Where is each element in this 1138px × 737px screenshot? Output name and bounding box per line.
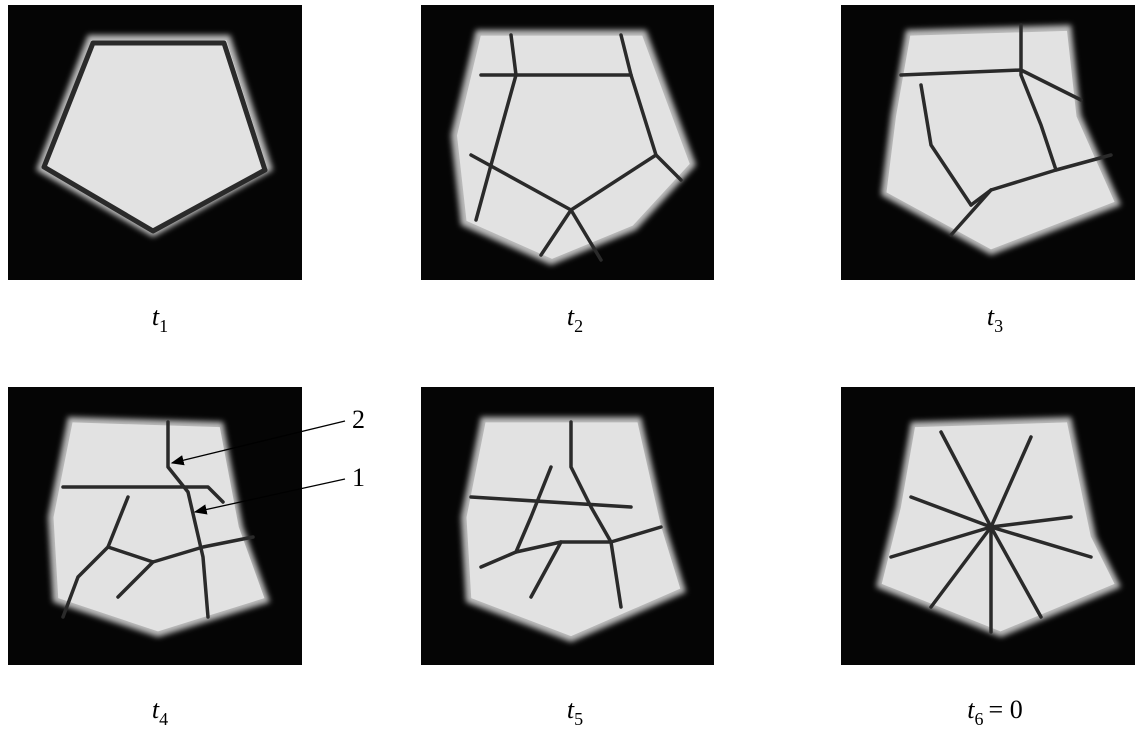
label-subscript: 6 <box>975 709 984 729</box>
label-suffix: = 0 <box>989 695 1023 724</box>
annotation-label: 2 <box>352 405 365 434</box>
label-subscript: 3 <box>994 316 1003 336</box>
panel-label: t6= 0 <box>967 695 1022 729</box>
panel-label: t4 <box>152 695 168 729</box>
figure: t1 t2 t3 t4 t5 t6= 0 2 1 <box>0 0 1138 737</box>
panel-label: t2 <box>567 302 583 336</box>
label-subscript: 1 <box>159 316 168 336</box>
label-subscript: 2 <box>574 316 583 336</box>
photo-panel <box>841 5 1135 280</box>
label-subscript: 5 <box>574 709 583 729</box>
annotation-label: 1 <box>352 463 365 492</box>
photo-panel <box>421 387 714 665</box>
panel-label: t5 <box>567 695 583 729</box>
photo-panel <box>841 387 1135 665</box>
panel-label: t1 <box>152 302 168 336</box>
photo-panel <box>421 5 714 280</box>
photo-panel <box>8 5 302 280</box>
panel-label: t3 <box>987 302 1003 336</box>
photo-panel <box>8 387 302 665</box>
label-subscript: 4 <box>159 709 168 729</box>
